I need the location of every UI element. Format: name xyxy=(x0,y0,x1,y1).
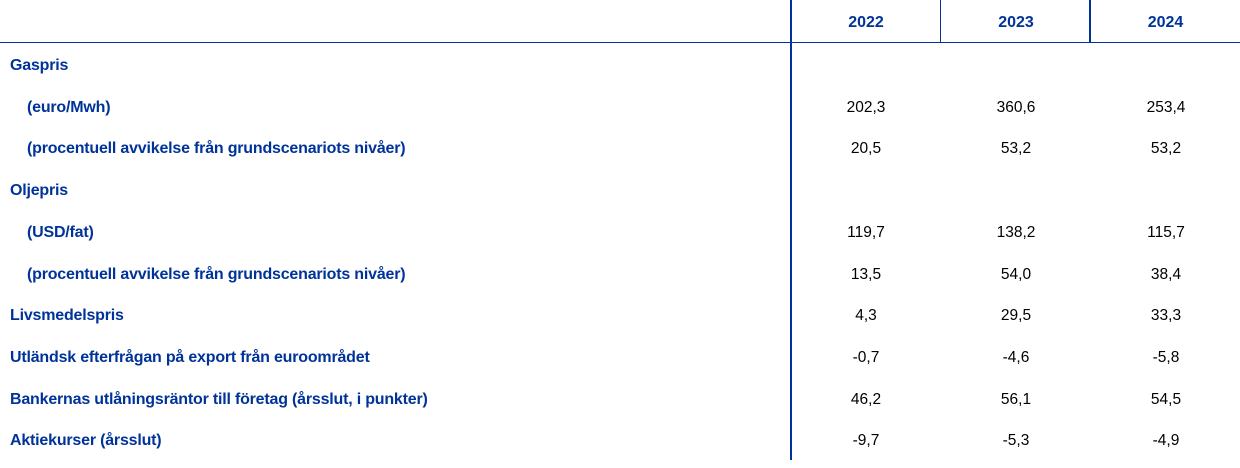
cell-value-2022: -9,7 xyxy=(852,432,880,450)
table-row: (procentuell avvikelse från grundscenari… xyxy=(0,128,1240,170)
cell-value-2024: 38,4 xyxy=(1150,265,1182,283)
cell-value-2022: 13,5 xyxy=(850,265,882,283)
cell-value-2023: 53,2 xyxy=(1000,140,1032,158)
row-label: Livsmedelspris xyxy=(10,307,124,325)
table-row: (USD/fat) 119,7 138,2 115,7 xyxy=(0,212,1240,254)
column-divider xyxy=(790,0,792,460)
column-header-2024: 2024 xyxy=(1147,14,1184,31)
cell-value-2023: 54,0 xyxy=(1000,265,1032,283)
cell-value-2022: 4,3 xyxy=(855,307,877,325)
row-label: (procentuell avvikelse från grundscenari… xyxy=(27,265,406,283)
table-row: (euro/Mwh) 202,3 360,6 253,4 xyxy=(0,87,1240,129)
cell-value-2023: 360,6 xyxy=(996,98,1036,116)
cell-value-2023: -4,6 xyxy=(1002,348,1030,366)
table-row: Bankernas utlåningsräntor till företag (… xyxy=(0,379,1240,421)
table-row: Oljepris xyxy=(0,170,1240,212)
cell-value-2024: -4,9 xyxy=(1152,432,1180,450)
table-row: (procentuell avvikelse från grundscenari… xyxy=(0,254,1240,296)
row-label: Utländsk efterfrågan på export från euro… xyxy=(10,348,370,366)
row-label: Gaspris xyxy=(10,57,69,74)
cell-value-2023: 56,1 xyxy=(1000,390,1032,408)
cell-value-2023: 29,5 xyxy=(1000,307,1032,325)
column-header-2022: 2022 xyxy=(848,14,884,31)
header-divider xyxy=(940,0,941,43)
row-label: (euro/Mwh) xyxy=(27,98,111,116)
cell-value-2024: 33,3 xyxy=(1150,307,1182,325)
row-label: Bankernas utlåningsräntor till företag (… xyxy=(10,390,428,408)
table-row: Livsmedelspris 4,3 29,5 33,3 xyxy=(0,295,1240,337)
cell-value-2024: 54,5 xyxy=(1150,390,1182,408)
table-header: 2022 2023 2024 xyxy=(0,0,1240,43)
cell-value-2022: 20,5 xyxy=(850,140,882,158)
row-label: Aktiekurser (årsslut) xyxy=(10,432,162,450)
cell-value-2024: 115,7 xyxy=(1147,223,1185,241)
row-label: (procentuell avvikelse från grundscenari… xyxy=(27,140,406,158)
row-label: Oljepris xyxy=(10,182,68,200)
table-row: Gaspris xyxy=(0,45,1240,87)
header-divider xyxy=(1089,0,1091,43)
cell-value-2022: 46,2 xyxy=(850,390,882,408)
cell-value-2023: 138,2 xyxy=(996,223,1036,241)
cell-value-2022: 202,3 xyxy=(846,98,886,116)
column-header-2023: 2023 xyxy=(998,14,1034,31)
row-label: (USD/fat) xyxy=(27,223,94,241)
cell-value-2024: -5,8 xyxy=(1152,348,1180,366)
table-row: Aktiekurser (årsslut) -9,7 -5,3 -4,9 xyxy=(0,420,1240,462)
cell-value-2022: 119,7 xyxy=(847,223,885,241)
cell-value-2024: 53,2 xyxy=(1150,140,1182,158)
table-row: Utländsk efterfrågan på export från euro… xyxy=(0,337,1240,379)
cell-value-2024: 253,4 xyxy=(1146,98,1186,116)
cell-value-2023: -5,3 xyxy=(1002,432,1030,450)
cell-value-2022: -0,7 xyxy=(852,348,880,366)
